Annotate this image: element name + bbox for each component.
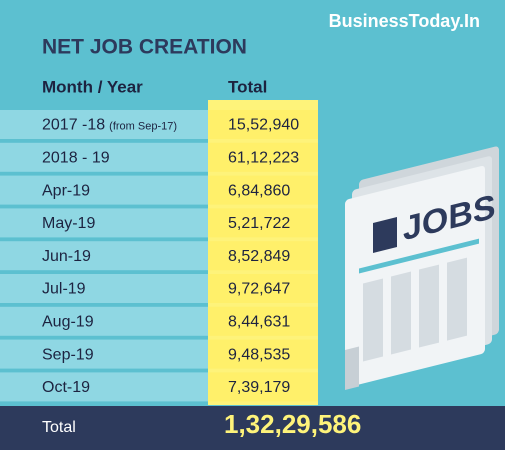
row-value: 7,39,179 bbox=[228, 379, 290, 396]
rule bbox=[359, 238, 479, 274]
row-band bbox=[0, 208, 208, 238]
row-value: 15,52,940 bbox=[228, 117, 299, 134]
row-band bbox=[0, 339, 208, 369]
column-header: Month / Year bbox=[42, 77, 143, 96]
row-note: (from Sep-17) bbox=[109, 120, 177, 132]
column-header: Total bbox=[228, 77, 267, 96]
value-cell bbox=[208, 110, 318, 139]
row-label: Aug-19 bbox=[42, 314, 94, 331]
row-value: 61,12,223 bbox=[228, 150, 299, 167]
newspaper: JOBS bbox=[345, 146, 499, 390]
total-value: 1,32,29,586 bbox=[224, 409, 361, 439]
photo-box bbox=[373, 217, 397, 254]
row-label: Sep-19 bbox=[42, 346, 94, 363]
value-cell bbox=[208, 339, 318, 369]
value-cell bbox=[208, 142, 318, 172]
row-value: 6,84,860 bbox=[228, 182, 290, 199]
brand: BusinessToday.In bbox=[329, 11, 480, 31]
row-band bbox=[0, 110, 208, 139]
row-band bbox=[0, 306, 208, 336]
row-label: Oct-19 bbox=[42, 379, 90, 396]
row-band bbox=[0, 241, 208, 271]
title: NET JOB CREATION bbox=[42, 36, 247, 59]
row-value: 9,72,647 bbox=[228, 281, 290, 298]
row-label: Apr-19 bbox=[42, 182, 90, 199]
total-bar bbox=[0, 406, 505, 450]
text-columns bbox=[363, 257, 467, 362]
table-rows: 2017 -18 (from Sep-17) 15,52,940 2018 - 19 6… bbox=[0, 110, 318, 402]
row-band bbox=[0, 175, 208, 205]
value-cell bbox=[208, 306, 318, 336]
row-band bbox=[0, 142, 208, 172]
row-label: 2017 -18 bbox=[42, 117, 105, 134]
value-cell bbox=[208, 208, 318, 238]
row-label: Jul-19 bbox=[42, 281, 86, 298]
value-cell bbox=[208, 372, 318, 402]
row-label: Jun-19 bbox=[42, 248, 91, 265]
value-cell bbox=[208, 241, 318, 271]
fold bbox=[345, 346, 359, 390]
row-value: 8,44,631 bbox=[228, 314, 290, 331]
row-label: 2018 - 19 bbox=[42, 150, 110, 167]
row-value: 9,48,535 bbox=[228, 346, 290, 363]
row-value: 8,52,849 bbox=[228, 248, 290, 265]
row-band bbox=[0, 372, 208, 402]
value-cell bbox=[208, 175, 318, 205]
row-label: May-19 bbox=[42, 215, 95, 232]
row-band bbox=[0, 274, 208, 303]
value-cell bbox=[208, 274, 318, 303]
row-value: 5,21,722 bbox=[228, 215, 290, 232]
total-label: Total bbox=[42, 419, 76, 436]
